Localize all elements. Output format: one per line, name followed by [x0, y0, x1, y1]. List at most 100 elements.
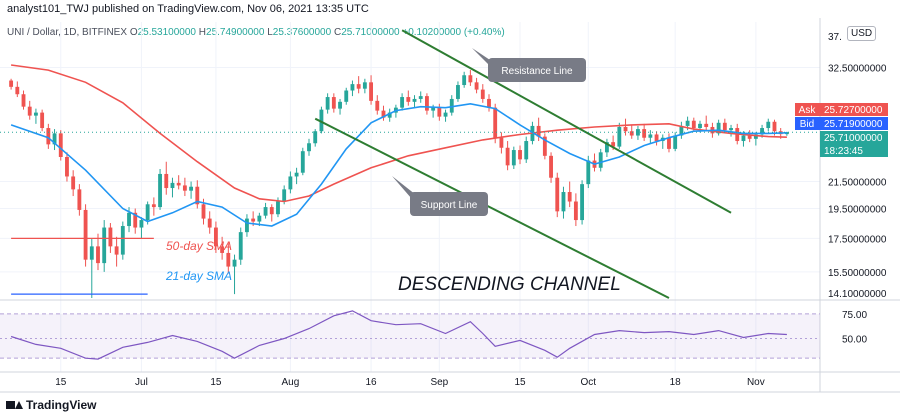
candle-up	[598, 152, 603, 168]
tradingview-footer[interactable]: TradingView	[6, 398, 96, 412]
brand-label: TradingView	[26, 398, 97, 412]
candle-up	[276, 201, 280, 215]
candle-down	[58, 133, 63, 157]
candle-up	[679, 125, 684, 136]
countdown-value: 18:23:45	[824, 146, 863, 157]
candle-down	[369, 82, 373, 101]
price-tick-label: 37.	[828, 32, 842, 43]
support-line	[314, 117, 670, 299]
candle-down	[536, 125, 541, 137]
candle-up	[673, 135, 678, 149]
candle-down	[133, 212, 138, 228]
candle-up	[580, 184, 585, 221]
channel-lines	[11, 29, 732, 299]
candle-down	[704, 123, 709, 127]
candle-up	[604, 142, 609, 153]
currency-button[interactable]: USD	[847, 26, 877, 41]
candle-down	[9, 80, 14, 87]
candle-up	[127, 212, 131, 227]
candle-down	[691, 120, 696, 129]
resistance-callout-box	[488, 58, 586, 82]
candle-down	[474, 82, 479, 90]
candlestick-series	[9, 70, 789, 298]
candle-down	[772, 121, 777, 132]
candle-up	[288, 176, 293, 190]
time-tick-label: 18	[670, 377, 682, 388]
candle-up	[294, 172, 299, 177]
candle-up	[344, 90, 349, 102]
candle-down	[667, 137, 671, 149]
candle-up	[766, 121, 771, 129]
candle-up	[617, 126, 622, 147]
candle-up	[313, 131, 318, 144]
symbol-label[interactable]: UNI / Dollar, 1D, BITFINEX	[7, 27, 128, 38]
resistance-line	[401, 29, 732, 214]
annotations: Resistance Line Support Line 50-day SMA 21-…	[165, 48, 621, 295]
candle-down	[207, 218, 212, 228]
candle-up	[158, 173, 162, 208]
candle-up	[325, 97, 330, 110]
time-tick-label: 16	[366, 377, 378, 388]
candle-down	[331, 97, 336, 109]
time-tick-label: 15	[55, 377, 67, 388]
candle-up	[449, 98, 454, 113]
candle-up	[257, 215, 262, 222]
open-value: 25.53100000	[137, 27, 196, 38]
candle-up	[760, 128, 764, 135]
channel-label: DESCENDING CHANNEL	[398, 274, 621, 295]
candle-up	[89, 246, 94, 260]
candle-down	[425, 96, 429, 111]
last-price-tag	[820, 131, 888, 157]
high-label: H	[198, 27, 207, 38]
candle-up	[263, 207, 268, 216]
candle-up	[511, 150, 516, 166]
candle-down	[40, 112, 45, 129]
candle-up	[716, 122, 721, 134]
candle-down	[21, 94, 26, 107]
candle-down	[356, 84, 361, 89]
change-value: +0.10200000 (+0.40%)	[402, 27, 505, 38]
candle-down	[46, 128, 51, 145]
candle-up	[189, 186, 194, 191]
candle-up	[753, 134, 758, 139]
candle-down	[96, 246, 100, 264]
candle-down	[269, 207, 274, 215]
candle-up	[443, 112, 448, 117]
candle-up	[648, 134, 653, 138]
price-tick-label: 19.50000000	[828, 205, 887, 216]
candle-down	[226, 252, 231, 267]
close-value: 25.71000000	[341, 27, 400, 38]
candle-down	[555, 177, 560, 212]
sma21-label: 21-day SMA	[165, 269, 232, 283]
rsi-pane	[0, 310, 820, 360]
candle-up	[245, 218, 249, 233]
candle-down	[201, 204, 206, 219]
candle-down	[108, 227, 113, 247]
price-tag-bg	[795, 103, 820, 116]
candle-down	[493, 107, 498, 138]
candle-up	[418, 96, 423, 99]
candle-down	[406, 97, 411, 102]
price-tick-label: 21.50000000	[828, 178, 887, 189]
candle-down	[611, 142, 616, 147]
high-value: 25.74900000	[206, 27, 265, 38]
candle-down	[654, 134, 659, 142]
sma50-label: 50-day SMA	[166, 239, 232, 253]
bid-tag-value: 25.71900000	[824, 119, 883, 130]
candle-up	[139, 220, 144, 228]
candle-down	[487, 98, 491, 108]
close-label: C	[333, 27, 342, 38]
candle-up	[232, 259, 237, 267]
candle-down	[518, 150, 522, 160]
candle-down	[722, 122, 727, 131]
candle-down	[629, 131, 634, 136]
candle-up	[52, 133, 57, 145]
low-label: L	[267, 27, 273, 38]
sma-21-line	[10, 102, 787, 227]
candle-up	[319, 109, 324, 132]
candle-up	[400, 97, 405, 108]
time-tick-label: 15	[210, 377, 222, 388]
candle-up	[102, 227, 107, 264]
sma-50-line	[10, 64, 787, 203]
